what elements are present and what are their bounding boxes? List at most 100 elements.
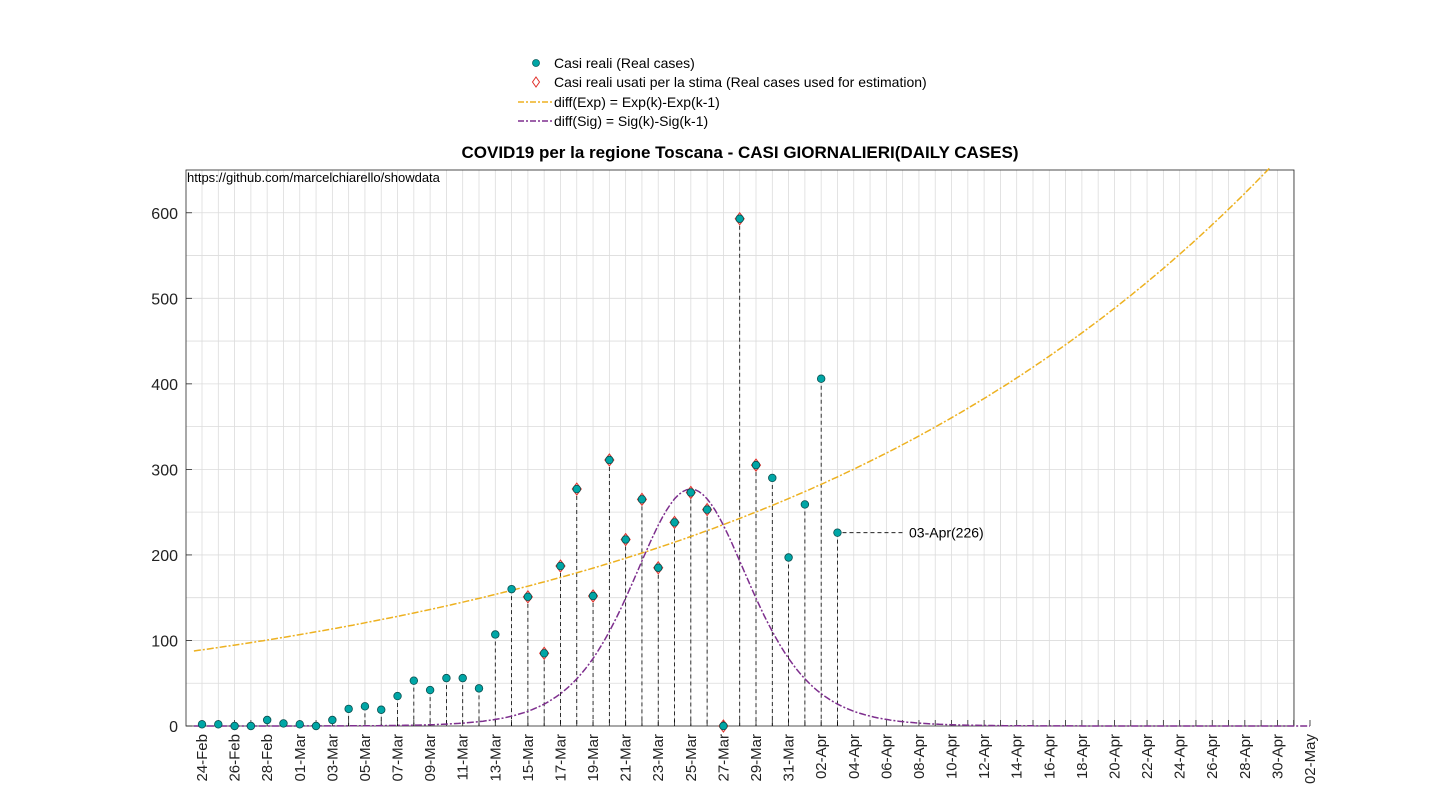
- x-tick-label: 28-Apr: [1237, 734, 1254, 779]
- x-tick-label: 06-Apr: [878, 734, 895, 779]
- legend-marker-real-cases: [532, 59, 540, 67]
- x-tick-label: 26-Feb: [227, 734, 244, 782]
- real-case-point: [768, 473, 777, 483]
- real-case-point: [556, 561, 565, 571]
- x-tick-label: 12-Apr: [976, 734, 993, 779]
- x-tick-label: 30-Apr: [1269, 734, 1286, 779]
- x-tick-label: 09-Mar: [422, 734, 439, 782]
- y-tick-label: 200: [151, 548, 178, 565]
- real-case-point: [442, 673, 451, 683]
- real-case-point: [816, 374, 826, 383]
- x-tick-label: 01-Mar: [292, 734, 309, 782]
- real-case-point: [605, 455, 614, 465]
- x-tick-label: 17-Mar: [552, 734, 569, 782]
- real-case-point: [328, 715, 337, 725]
- real-case-point: [214, 720, 223, 729]
- x-tick-label: 15-Mar: [520, 734, 537, 782]
- x-tick-label: 11-Mar: [455, 734, 472, 780]
- real-case-point: [377, 705, 386, 714]
- x-tick-label: 27-Mar: [715, 734, 732, 782]
- real-case-point: [833, 528, 842, 537]
- x-tick-label: 02-Apr: [813, 734, 830, 779]
- x-tick-label: 03-Mar: [324, 734, 341, 782]
- y-tick-label: 500: [151, 291, 178, 308]
- real-case-point: [425, 685, 435, 695]
- diff-exp-curve: [193, 167, 1270, 652]
- x-tick-label: 29-Mar: [748, 734, 765, 782]
- y-tick-label: 400: [151, 377, 178, 394]
- real-case-point: [360, 702, 370, 711]
- real-case-point: [572, 484, 581, 494]
- real-case-point: [735, 214, 744, 223]
- x-tick-label: 25-Mar: [683, 734, 700, 782]
- y-tick-label: 100: [151, 633, 178, 650]
- real-case-point: [670, 518, 679, 527]
- y-tick-label: 600: [151, 206, 178, 223]
- x-tick-label: 18-Apr: [1074, 734, 1091, 779]
- legend: Casi reali (Real cases) Casi reali usati…: [518, 55, 927, 129]
- x-tick-label: 28-Feb: [259, 734, 276, 782]
- real-case-point: [295, 720, 304, 729]
- real-case-point: [409, 676, 419, 685]
- x-tick-label: 13-Mar: [487, 734, 504, 782]
- x-tick-label: 21-Mar: [618, 734, 635, 782]
- real-case-point: [279, 719, 288, 728]
- real-case-point: [702, 505, 712, 514]
- real-case-point: [719, 721, 728, 731]
- x-tick-label: 24-Apr: [1172, 734, 1189, 779]
- real-case-point: [654, 563, 663, 572]
- real-case-point: [393, 691, 402, 701]
- real-case-point: [539, 649, 549, 658]
- real-case-point: [262, 715, 272, 725]
- real-case-point: [246, 721, 256, 731]
- legend-marker-used-cases: [531, 76, 541, 88]
- x-tick-label: 05-Mar: [357, 734, 374, 782]
- x-tick-label: 26-Apr: [1204, 734, 1221, 779]
- x-tick-label: 07-Mar: [390, 734, 407, 782]
- real-case-point: [230, 721, 239, 731]
- x-tick-label: 02-May: [1302, 734, 1319, 785]
- annotation-label: 03-Apr(226): [909, 525, 984, 541]
- chart-title: COVID19 per la regione Toscana - CASI GI…: [461, 143, 1018, 162]
- real-case-point: [344, 704, 353, 714]
- x-tick-label: 22-Apr: [1139, 734, 1156, 779]
- real-case-point: [197, 720, 207, 729]
- x-tick-label: 04-Apr: [846, 734, 863, 779]
- x-tick-label: 19-Mar: [585, 734, 602, 782]
- plot-area: 0 100 200 300 400 500 600 24-Feb 26-Feb 28-Feb 01-…: [151, 167, 1319, 785]
- real-case-point: [458, 673, 467, 683]
- x-tick-label: 23-Mar: [650, 734, 667, 782]
- real-case-point: [621, 535, 630, 544]
- y-tick-label: 300: [151, 462, 178, 479]
- x-tick-label: 20-Apr: [1106, 734, 1123, 779]
- legend-item-used-cases: Casi reali usati per la stima (Real case…: [531, 74, 927, 90]
- real-case-point: [800, 500, 810, 509]
- x-tick-label: 10-Apr: [944, 734, 961, 779]
- legend-item-diff-sig: diff(Sig) = Sig(k)-Sig(k-1): [518, 113, 708, 129]
- real-case-point: [784, 553, 793, 562]
- real-case-point: [507, 584, 516, 594]
- real-case-point: [686, 488, 696, 497]
- legend-label-real-cases: Casi reali (Real cases): [554, 55, 695, 71]
- real-case-point: [311, 721, 321, 731]
- real-case-point: [474, 684, 484, 693]
- legend-label-used-cases: Casi reali usati per la stima (Real case…: [554, 74, 927, 90]
- x-tick-label: 16-Apr: [1041, 734, 1058, 779]
- x-tick-label: 08-Apr: [911, 734, 928, 779]
- real-case-point: [588, 591, 598, 601]
- legend-label-diff-sig: diff(Sig) = Sig(k)-Sig(k-1): [554, 113, 708, 129]
- real-case-point: [637, 495, 647, 504]
- legend-label-diff-exp: diff(Exp) = Exp(k)-Exp(k-1): [554, 94, 720, 110]
- x-tick-label: 24-Feb: [194, 734, 211, 782]
- real-case-point: [491, 630, 500, 639]
- y-tick-label: 0: [169, 719, 178, 736]
- real-case-point: [523, 592, 533, 602]
- real-case-point: [751, 460, 761, 470]
- x-tick-label: 31-Mar: [781, 734, 798, 782]
- source-url: https://github.com/marcelchiarello/showd…: [187, 170, 441, 185]
- legend-item-diff-exp: diff(Exp) = Exp(k)-Exp(k-1): [518, 94, 720, 110]
- x-tick-label: 14-Apr: [1009, 734, 1026, 779]
- diff-sig-curve: [193, 488, 1310, 727]
- legend-item-real-cases: Casi reali (Real cases): [532, 55, 695, 71]
